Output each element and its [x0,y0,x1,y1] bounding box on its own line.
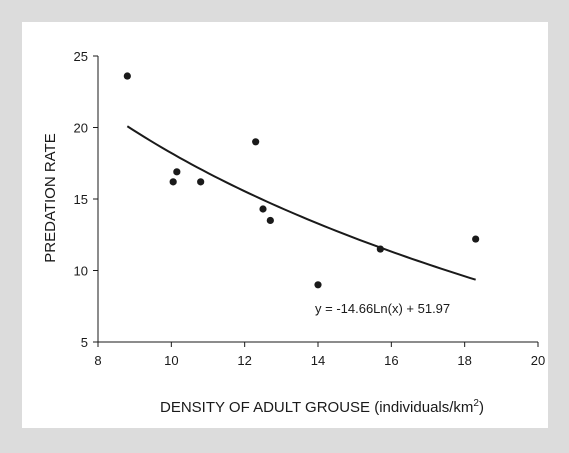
x-ticks: 8 10 12 14 16 18 20 [94,342,545,368]
data-point [252,138,260,146]
x-tick-label: 20 [531,353,545,368]
y-tick-label: 10 [74,264,88,279]
x-axis-title-suffix: ) [479,399,484,416]
x-axis-title-main: DENSITY OF ADULT GROUSE (individuals/km [160,399,473,416]
y-tick-label: 25 [74,49,88,64]
y-tick-label: 15 [74,192,88,207]
data-point [169,178,177,186]
y-ticks: 5 10 15 20 25 [74,49,98,350]
x-tick-label: 10 [164,353,178,368]
x-tick-label: 14 [311,353,325,368]
x-tick-label: 12 [237,353,251,368]
data-point [314,281,322,289]
x-tick-label: 8 [94,353,101,368]
y-tick-label: 5 [81,335,88,350]
x-axis-title: DENSITY OF ADULT GROUSE (individuals/km2… [160,398,484,416]
data-point [173,168,181,176]
data-point [266,216,274,225]
plot-panel [22,22,548,428]
trendline [126,125,476,281]
y-tick-label: 20 [74,121,88,136]
y-axis-title: PREDATION RATE [42,133,59,262]
data-point [123,72,131,80]
data-point [376,245,384,253]
data-point [472,235,480,243]
x-tick-label: 16 [384,353,398,368]
data-point [259,205,267,213]
x-axis-title-superscript: 2 [473,398,479,409]
x-tick-label: 18 [457,353,471,368]
data-points [123,72,480,289]
data-point [197,178,205,186]
trendline-equation: y = -14.66Ln(x) + 51.97 [315,301,450,316]
